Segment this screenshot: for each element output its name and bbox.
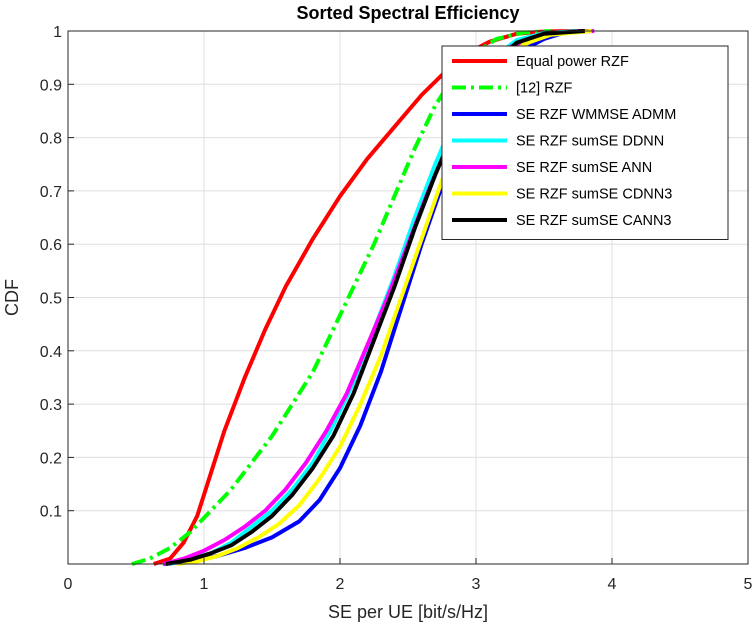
y-tick-label: 0.9 (40, 77, 62, 94)
y-tick-label: 0.6 (40, 237, 62, 254)
y-tick-label: 1 (53, 24, 62, 41)
legend-entry-se-rzf-sumse-ddnn: SE RZF sumSE DDNN (516, 134, 664, 150)
y-tick-label: 0.3 (40, 397, 62, 414)
y-tick-label: 0.2 (40, 450, 62, 467)
y-tick-label: 0.1 (40, 504, 62, 521)
x-tick-label: 1 (200, 576, 209, 593)
y-tick-label: 0.8 (40, 131, 62, 148)
legend: Equal power RZF [12] RZF SE RZF WMMSE ADMM… (441, 45, 729, 240)
chart-title: Sorted Spectral Efficiency (296, 3, 519, 23)
x-tick-label: 0 (64, 576, 73, 593)
x-tick-label: 4 (608, 576, 617, 593)
y-tick-label: 0.4 (40, 344, 62, 361)
series-line-equal-power-rzf (153, 29, 589, 566)
x-tick-label: 5 (744, 576, 753, 593)
tick-labels: 0 1 2 3 4 5 0.1 0.2 0.3 0.4 0.5 0.6 0.7 0.8 0.9 1 (40, 24, 753, 593)
x-tick-label: 3 (472, 576, 481, 593)
legend-entry-se-rzf-sumse-cann3: SE RZF sumSE CANN3 (516, 213, 672, 229)
y-tick-label: 0.7 (40, 184, 62, 201)
legend-entry-se-rzf-sumse-cdnn3: SE RZF sumSE CDNN3 (516, 187, 672, 203)
x-tick-label: 2 (336, 576, 345, 593)
series-line-12-rzf (131, 29, 551, 566)
legend-entry-se-rzf-sumse-ann: SE RZF sumSE ANN (516, 160, 652, 176)
y-axis-label: CDF (2, 279, 22, 316)
legend-entry-12-rzf: [12] RZF (516, 81, 573, 97)
x-axis-label: SE per UE [bit/s/Hz] (328, 602, 488, 622)
y-tick-label: 0.5 (40, 291, 62, 308)
legend-box (441, 45, 729, 240)
legend-entry-equal-power-rzf: Equal power RZF (516, 54, 629, 70)
legend-entry-se-rzf-wmmse-admm: SE RZF WMMSE ADMM (516, 107, 676, 123)
